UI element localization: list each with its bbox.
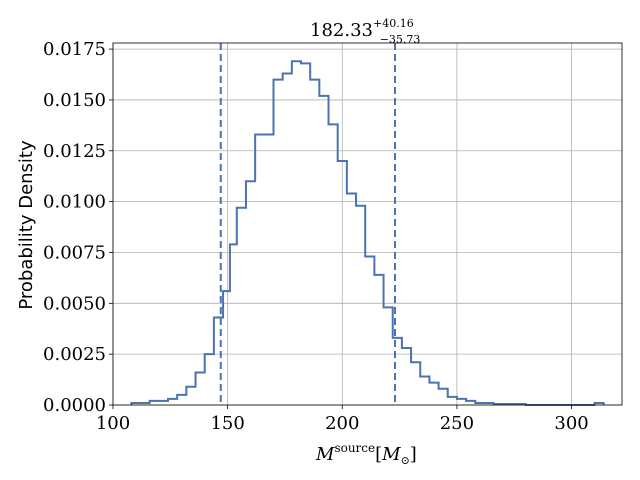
y-tick-label: 0.0100 — [43, 192, 106, 213]
xlabel-unit-sub: ⊙ — [401, 454, 410, 467]
title-main: 182.33 — [310, 20, 373, 41]
x-tick-label: 150 — [210, 413, 244, 434]
x-tick-label: 300 — [554, 413, 588, 434]
histogram-step-line — [130, 60, 605, 406]
y-tick-label: 0.0150 — [43, 90, 106, 111]
grid — [112, 43, 622, 406]
chart-title: 182.33+40.16 −35.73 — [310, 17, 420, 46]
x-axis-ticks: 100 150 200 250 300 — [96, 405, 589, 434]
y-tick-label: 0.0025 — [43, 344, 106, 365]
y-tick-label: 0.0175 — [43, 39, 106, 60]
plot-frame — [112, 42, 623, 406]
y-tick-label: 0.0050 — [43, 293, 106, 314]
x-axis-label: Msource[M⊙] — [315, 441, 417, 467]
x-tick-label: 200 — [325, 413, 359, 434]
xlabel-sup: source — [334, 441, 375, 455]
title-sup: +40.16 — [373, 17, 414, 30]
credible-interval-lines — [219, 43, 397, 405]
xlabel-bracket-close: ] — [410, 444, 417, 465]
x-tick-label: 100 — [96, 413, 130, 434]
xlabel-base: M — [315, 444, 335, 465]
y-tick-label: 0.0075 — [43, 242, 106, 263]
xlabel-unit-base: M — [381, 444, 401, 465]
y-axis-ticks: 0.0000 0.0025 0.0050 0.0075 0.0100 0.0125 0.01… — [43, 39, 113, 416]
histogram-marks — [130, 60, 605, 406]
title-sub: −35.73 — [380, 33, 421, 46]
y-axis-label: Probability Density — [16, 140, 37, 310]
y-tick-label: 0.0125 — [43, 141, 106, 162]
xlabel-bracket-open: [ — [375, 444, 382, 465]
x-tick-label: 250 — [440, 413, 474, 434]
y-tick-label: 0.0000 — [43, 395, 106, 416]
